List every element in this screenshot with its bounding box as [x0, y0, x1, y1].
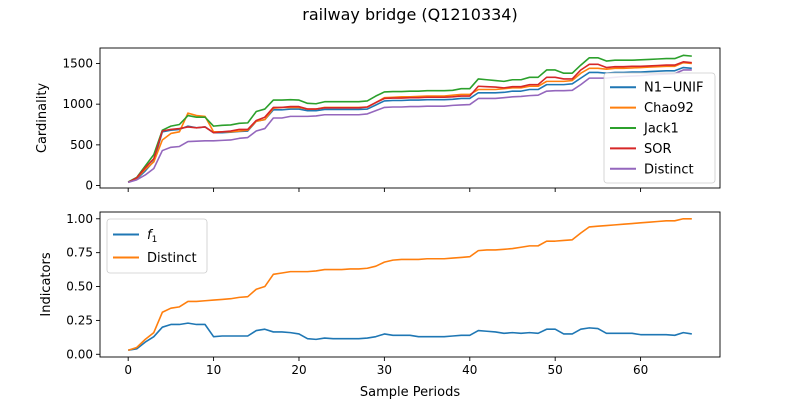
- series-line-1-1: [127, 217, 692, 351]
- legend: f1 Distinct: [106, 218, 208, 274]
- series-line-0-0: [127, 66, 692, 184]
- plot-frame: [99, 47, 721, 189]
- y-tick-label: 1000: [62, 97, 93, 111]
- y-tick-label: 0: [85, 179, 93, 193]
- legend: N1−UNIF Chao92 Jack1 SOR Distinct: [603, 72, 716, 184]
- legend-label: Distinct: [644, 162, 694, 177]
- x-tick-label: 50: [548, 363, 563, 377]
- x-tick-label: 20: [291, 363, 306, 377]
- legend-label: Jack1: [643, 122, 679, 137]
- legend-label: Chao92: [644, 101, 694, 116]
- y-tick-label: 0.50: [66, 280, 93, 294]
- cardinality-panel: 0 500 1000 1500 Cardinality N1−UNIF Chao92 Jack…: [35, 47, 721, 193]
- y-axis-label: Cardinality: [35, 83, 50, 154]
- indicators-panel: 0 10 20 30 40 50 60 0.00 0.25 0.50 0.75 1.00 Indicat…: [39, 211, 721, 377]
- y-tick-label: 500: [70, 138, 93, 152]
- x-tick-label: 0: [124, 363, 132, 377]
- chart-title: railway bridge (Q1210334): [302, 5, 517, 24]
- x-tick-label: 60: [633, 363, 648, 377]
- legend-label: SOR: [644, 142, 672, 157]
- y-tick-label: 0.25: [66, 313, 93, 327]
- series-line-1-0: [128, 322, 692, 352]
- legend-box: [603, 72, 716, 184]
- series-line-0-2: [127, 54, 692, 183]
- x-axis-label: Sample Periods: [360, 385, 460, 400]
- y-tick-label: 1500: [62, 56, 93, 70]
- x-tick-label: 10: [206, 363, 221, 377]
- legend-label: f1: [147, 228, 157, 245]
- y-axis-label: Indicators: [39, 252, 54, 316]
- series-line-0-4: [127, 69, 692, 184]
- y-tick-label: 1.00: [66, 212, 93, 226]
- y-tick-label: 0.75: [66, 246, 93, 260]
- legend-label: Distinct: [147, 251, 197, 266]
- plot-frame: [99, 211, 721, 358]
- y-tick-label: 0.00: [66, 347, 93, 361]
- x-tick-label: 40: [462, 363, 477, 377]
- legend-label: N1−UNIF: [644, 81, 703, 96]
- series-line-0-3: [127, 61, 692, 184]
- x-tick-label: 30: [377, 363, 392, 377]
- legend-box: [106, 218, 208, 274]
